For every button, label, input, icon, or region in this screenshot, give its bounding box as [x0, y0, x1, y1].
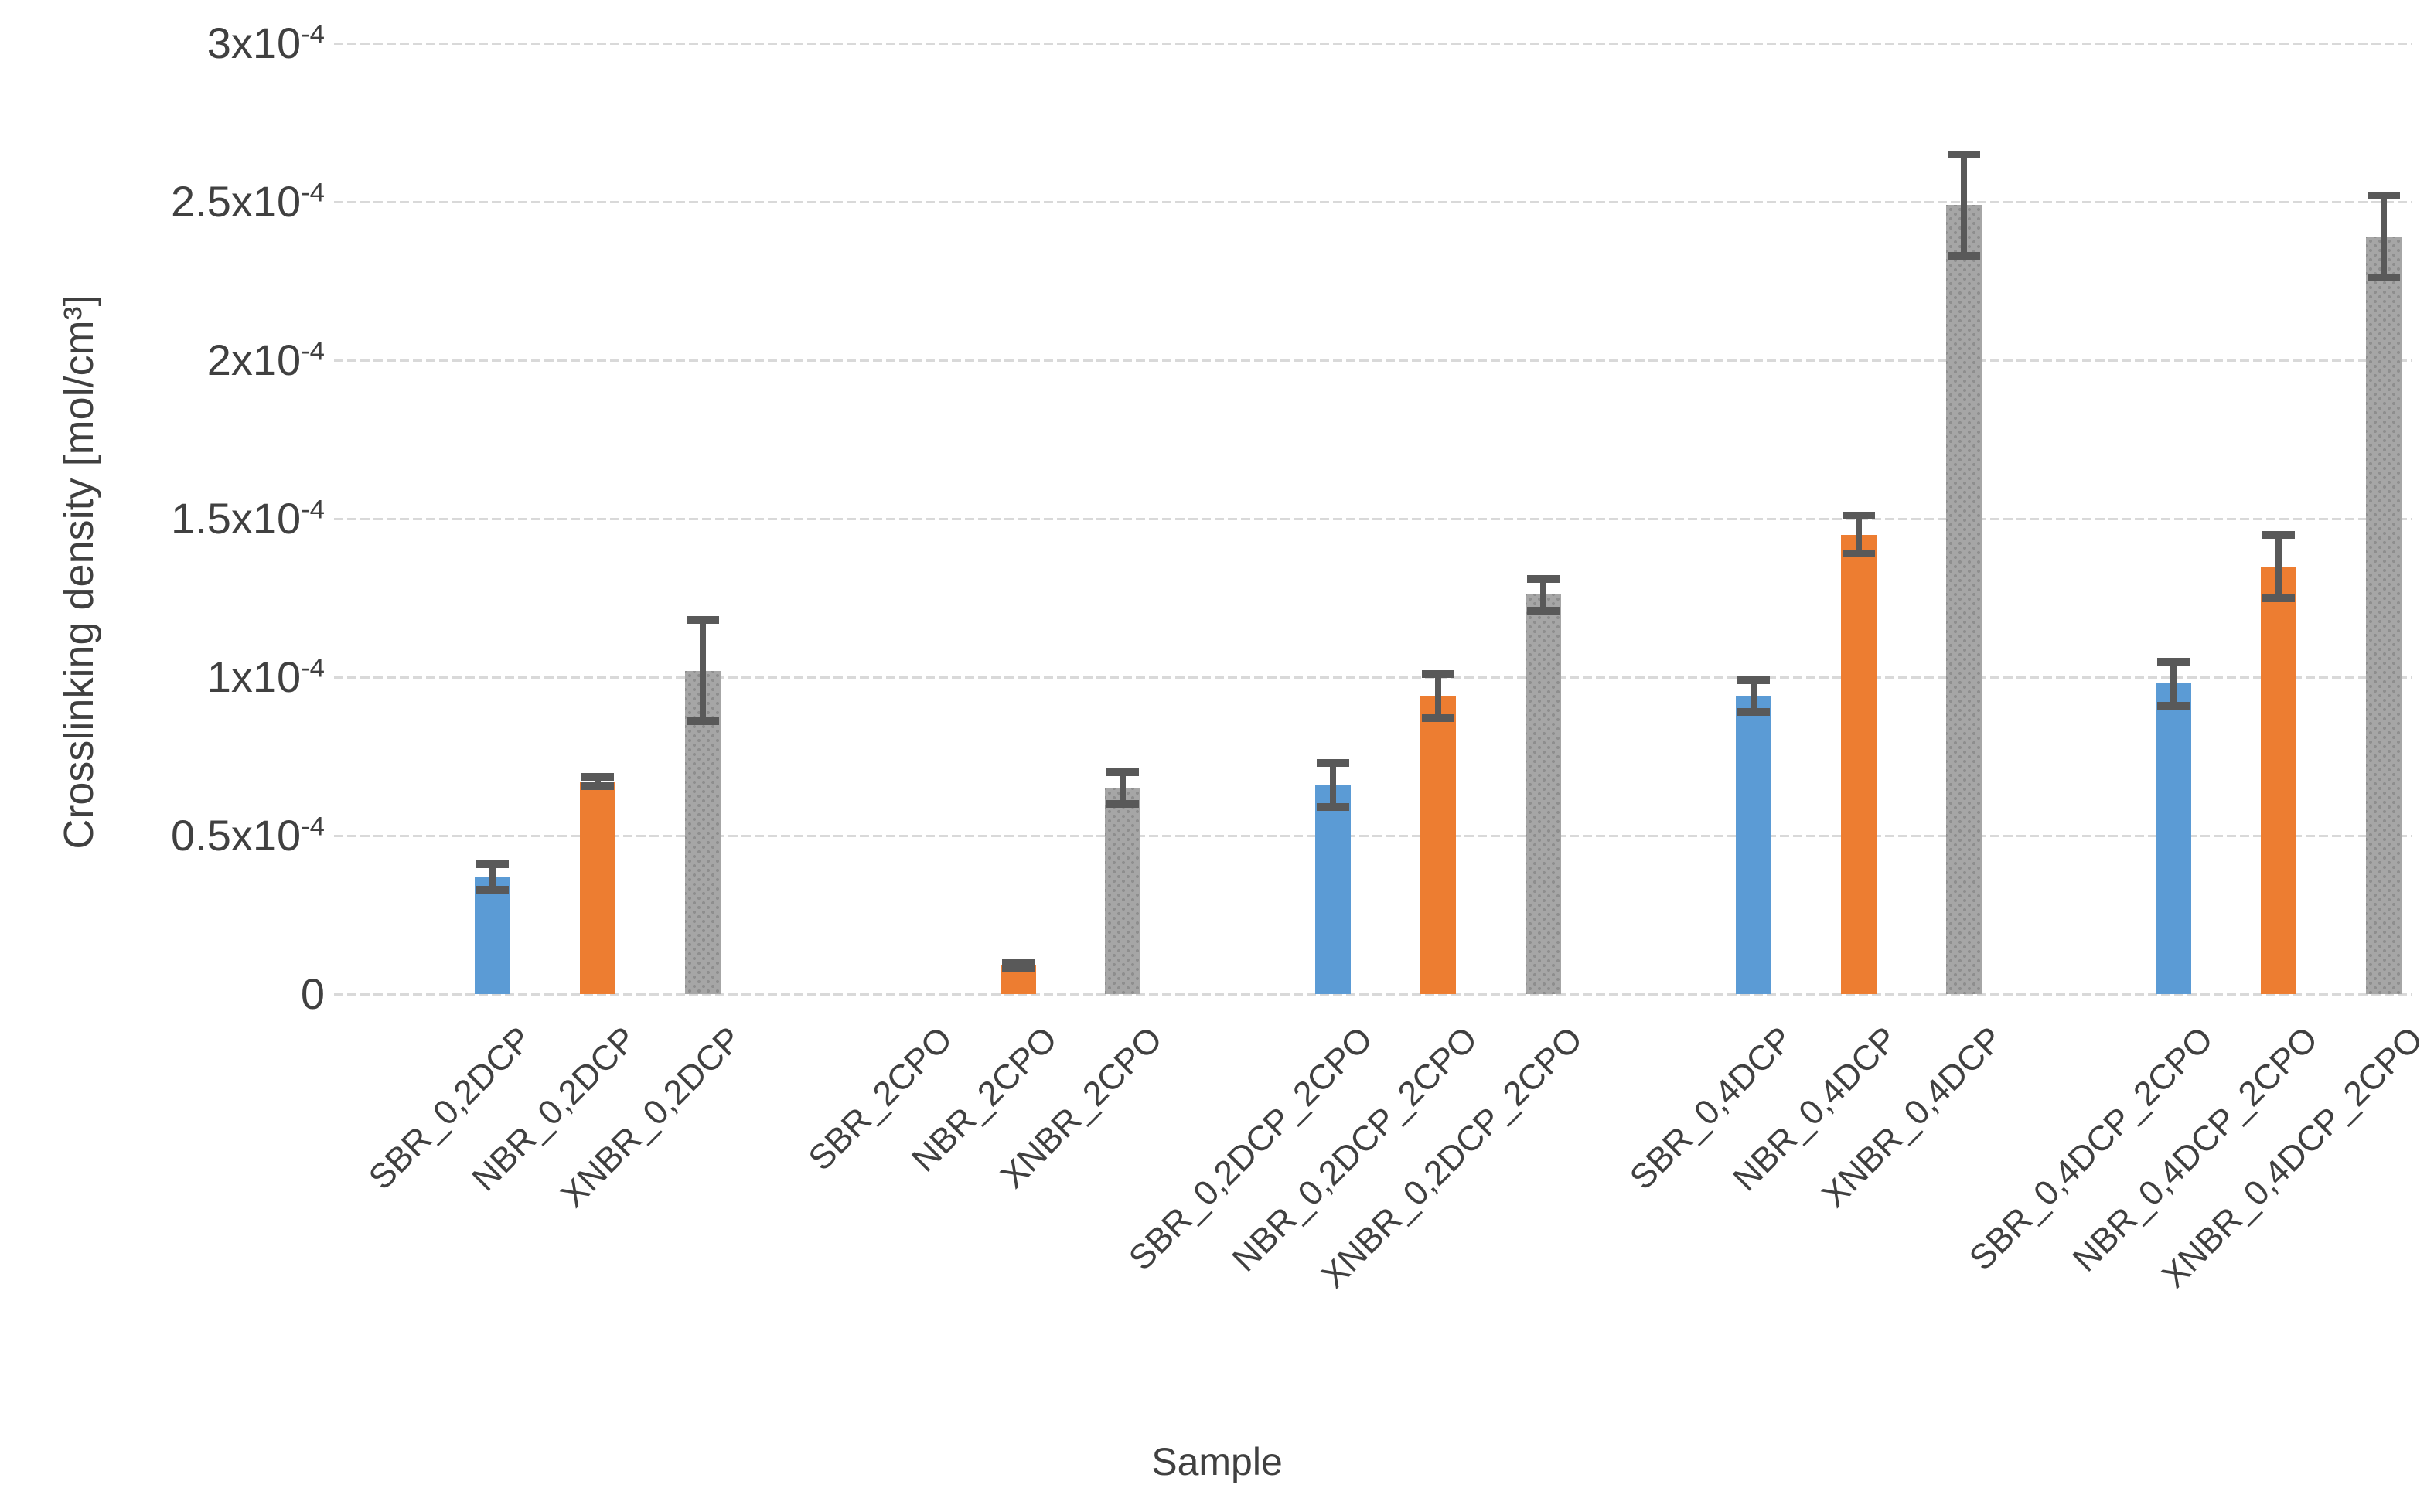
y-tick-label: 3x10-4: [206, 19, 325, 67]
bar-SBR_0,4DCP_2CPO: [2156, 683, 2192, 994]
y-tick-label: 2x10-4: [206, 335, 325, 384]
y-tick-label: 1.5x10-4: [170, 494, 325, 543]
error-bar-cap-bottom: [1737, 708, 1770, 717]
error-bar-cap-bottom: [1422, 714, 1455, 723]
gridline: [334, 517, 2412, 520]
bar-NBR_0,2DCP: [579, 782, 615, 994]
error-bar-cap-bottom: [1001, 965, 1035, 973]
bar-SBR_0,2DCP_2CPO: [1315, 785, 1352, 994]
y-tick-label: 0: [300, 969, 325, 1018]
y-tick-label: 1x10-4: [206, 652, 325, 701]
error-bar-XNBR_0,2DCP_2CPO: [1540, 578, 1546, 611]
gridline: [334, 200, 2412, 203]
error-bar-NBR_0,4DCP: [1855, 515, 1862, 554]
error-bar-SBR_0,4DCP: [1750, 680, 1757, 713]
error-bar-cap-bottom: [1317, 803, 1350, 812]
y-tick-label: 0.5x10-4: [170, 811, 325, 860]
error-bar-cap-bottom: [1842, 550, 1875, 558]
error-bar-cap-bottom: [2368, 274, 2401, 282]
error-bar-cap-top: [1737, 676, 1770, 685]
bar-XNBR_0,2DCP: [684, 670, 721, 994]
y-tick-exponent: -4: [301, 178, 325, 208]
y-tick-exponent: -4: [301, 336, 325, 366]
bar-NBR_0,4DCP_2CPO: [2261, 566, 2297, 994]
bar-NBR_0,4DCP: [1840, 534, 1877, 994]
error-bar-SBR_0,4DCP_2CPO: [2170, 661, 2177, 706]
error-bar-XNBR_0,4DCP_2CPO: [2381, 195, 2388, 278]
error-bar-cap-top: [1317, 758, 1350, 767]
bar-XNBR_2CPO: [1105, 788, 1141, 994]
error-bar-cap-bottom: [1527, 606, 1560, 615]
gridline: [334, 834, 2412, 837]
y-tick-exponent: -4: [301, 653, 325, 683]
bar-XNBR_0,4DCP: [1945, 205, 1982, 994]
error-bar-cap-bottom: [581, 782, 614, 791]
error-bar-SBR_0,2DCP_2CPO: [1330, 762, 1337, 808]
bar-SBR_0,2DCP: [475, 877, 510, 994]
x-axis-title: Sample: [1151, 1440, 1283, 1483]
error-bar-cap-top: [1527, 574, 1560, 583]
error-bar-cap-bottom: [476, 885, 509, 894]
error-bar-cap-top: [1001, 959, 1035, 966]
error-bar-XNBR_0,4DCP: [1960, 154, 1967, 256]
x-tick-label-XNBR_0,2DCP: XNBR_0,2DCP: [553, 1019, 749, 1215]
error-bar-cap-top: [1106, 768, 1140, 776]
error-bar-XNBR_0,2DCP: [699, 620, 706, 722]
y-tick-label: 2.5x10-4: [170, 177, 325, 226]
error-bar-NBR_0,2DCP_2CPO: [1435, 673, 1442, 719]
error-bar-cap-top: [2368, 191, 2401, 199]
error-bar-cap-bottom: [686, 717, 719, 726]
gridline: [334, 359, 2412, 362]
bar-SBR_0,4DCP: [1735, 696, 1771, 994]
error-bar-cap-top: [686, 616, 719, 625]
gridline: [334, 676, 2412, 679]
bar-NBR_0,2DCP_2CPO: [1420, 696, 1457, 994]
error-bar-XNBR_2CPO: [1120, 772, 1127, 804]
error-bar-cap-top: [1947, 150, 1980, 158]
error-bar-SBR_0,2DCP: [489, 863, 496, 890]
gridline: [334, 993, 2412, 996]
error-bar-NBR_0,4DCP_2CPO: [2275, 534, 2282, 598]
error-bar-NBR_0,2DCP: [594, 777, 601, 787]
error-bar-cap-bottom: [2157, 701, 2190, 710]
bar-XNBR_0,2DCP_2CPO: [1526, 594, 1561, 994]
error-bar-cap-top: [476, 860, 509, 868]
bar-XNBR_0,4DCP_2CPO: [2366, 237, 2402, 994]
error-bar-cap-top: [1842, 511, 1875, 519]
error-bar-cap-top: [581, 773, 614, 782]
error-bar-cap-bottom: [2262, 594, 2296, 602]
error-bar-cap-bottom: [1106, 800, 1140, 808]
gridline: [334, 42, 2412, 45]
error-bar-cap-bottom: [1947, 251, 1980, 260]
y-tick-exponent: -4: [301, 812, 325, 842]
error-bar-cap-top: [2157, 657, 2190, 666]
y-tick-exponent: -4: [301, 19, 325, 49]
y-tick-exponent: -4: [301, 495, 325, 525]
x-tick-label-XNBR_0,4DCP: XNBR_0,4DCP: [1814, 1019, 2010, 1215]
error-bar-cap-top: [1422, 669, 1455, 678]
error-bar-cap-top: [2262, 530, 2296, 539]
